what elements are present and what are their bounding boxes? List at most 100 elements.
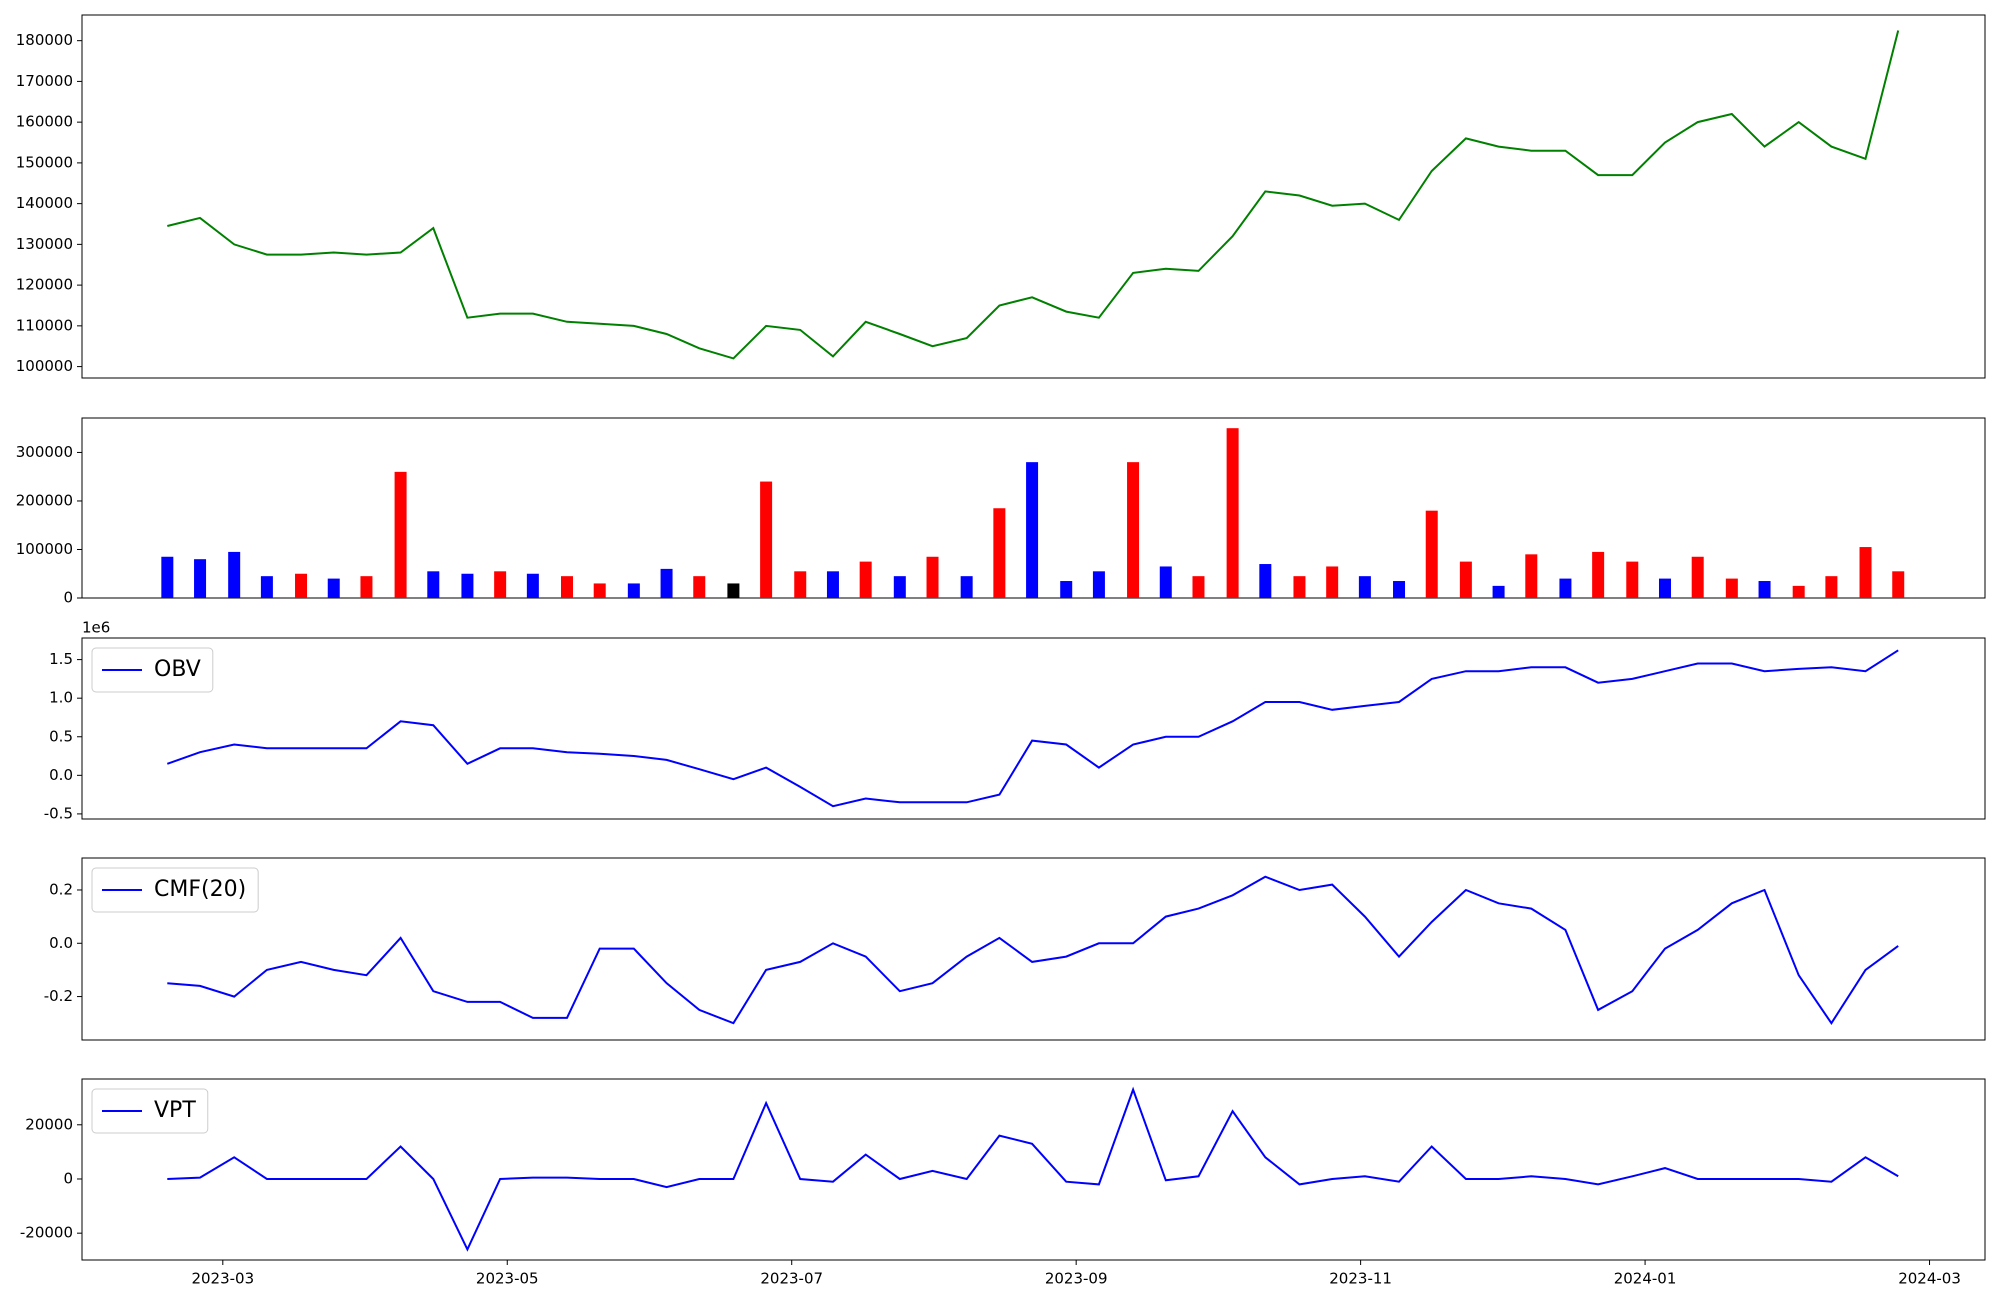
volume-bar [1691,556,1704,598]
y-tick-label: 1.5 [49,650,73,668]
volume-bar [360,576,373,598]
volume-bar [1159,566,1172,598]
line-series [167,30,1900,360]
y-tick-label: 100000 [16,357,73,375]
y-tick-label: 100000 [16,540,73,558]
volume-bar [693,576,706,598]
volume-bar [826,571,839,598]
volume-bar [1127,462,1140,598]
volume-bar [1092,571,1105,598]
y-tick-label: -20000 [20,1224,73,1242]
volume-bar [228,551,241,598]
volume-bar [1358,576,1371,598]
volume-bar [727,583,740,598]
y-tick-label: 110000 [16,316,73,334]
legend-label: OBV [154,657,201,682]
volume-bar [1725,578,1738,598]
volume-bar [760,481,773,598]
volume-bar [394,471,407,598]
volume-bar [1658,578,1671,598]
x-tick-label: 2023-05 [476,1270,539,1288]
y-tick-label: 20000 [25,1115,73,1133]
volume-bar [1425,510,1438,598]
y-tick-label: 0 [63,589,73,607]
volume-bar [1259,564,1272,598]
y-tick-label: 170000 [16,72,73,90]
volume-bar [960,576,973,598]
volume-bar [494,571,507,598]
volume-bar [1293,576,1306,598]
volume-bar [461,573,474,598]
volume-bar [593,583,606,598]
volume-bar [161,556,174,598]
y-tick-label: 0.0 [49,766,73,784]
volume-bar [560,576,573,598]
volume-bar [427,571,440,598]
plot-frame [81,1078,1986,1261]
volume-bar [1626,561,1639,598]
volume-bar [327,578,340,598]
legend-label: CMF(20) [154,877,246,902]
volume-bar [194,559,207,598]
x-tick-label: 2023-03 [191,1270,254,1288]
volume-bar [926,556,939,598]
volume-bar [260,576,273,598]
volume-bar [660,568,673,598]
volume-bar [1559,578,1572,598]
y-tick-label: 180000 [16,31,73,49]
x-tick-label: 2023-11 [1329,1270,1392,1288]
volume-bar [1192,576,1205,598]
legend-box [91,1088,209,1134]
y-tick-label: 160000 [16,113,73,131]
volume-bar [1525,554,1538,598]
offset-label: 1e6 [82,619,110,637]
plot-frame [81,14,1986,379]
volume-bar [794,571,807,598]
y-tick-label: 1.0 [49,689,73,707]
y-tick-label: 120000 [16,276,73,294]
legend-box [91,647,214,693]
y-tick-label: 0.5 [49,727,73,745]
volume-bar [1825,576,1838,598]
x-tick-label: 2023-09 [1045,1270,1108,1288]
volume-bar [1792,585,1805,598]
volume-bar [1393,581,1406,598]
line-series [166,649,1899,808]
legend-label: VPT [154,1098,196,1123]
volume-bar [1592,551,1605,598]
volume-bar [526,573,539,598]
x-tick-label: 2024-03 [1898,1270,1961,1288]
y-tick-label: 300000 [16,443,73,461]
legend-box [91,867,259,913]
x-tick-label: 2024-01 [1614,1270,1677,1288]
volume-bar [1226,428,1239,598]
volume-bar [1859,547,1872,598]
y-tick-label: 0 [63,1169,73,1187]
volume-bar [993,508,1006,598]
volume-bar [1060,581,1073,598]
y-tick-label: 150000 [16,153,73,171]
volume-bar [627,583,640,598]
volume-bar [893,576,906,598]
volume-bar [1492,585,1505,598]
y-tick-label: -0.5 [44,804,73,822]
y-tick-label: 140000 [16,194,73,212]
volume-bar [1459,561,1472,598]
line-series [167,875,1899,1026]
volume-bar [1758,581,1771,598]
y-tick-label: 130000 [16,235,73,253]
x-tick-label: 2023-07 [760,1270,823,1288]
volume-bar [295,573,308,598]
plot-frame [81,637,1986,820]
y-tick-label: 0.0 [49,934,73,952]
volume-bar [859,561,872,598]
volume-bar [1892,571,1905,598]
line-series [167,1086,1899,1252]
y-tick-label: -0.2 [44,987,73,1005]
volume-bar [1326,566,1339,598]
plot-frame [81,857,1986,1041]
y-tick-label: 0.2 [49,880,73,898]
y-tick-label: 200000 [16,491,73,509]
volume-bar [1026,462,1039,598]
